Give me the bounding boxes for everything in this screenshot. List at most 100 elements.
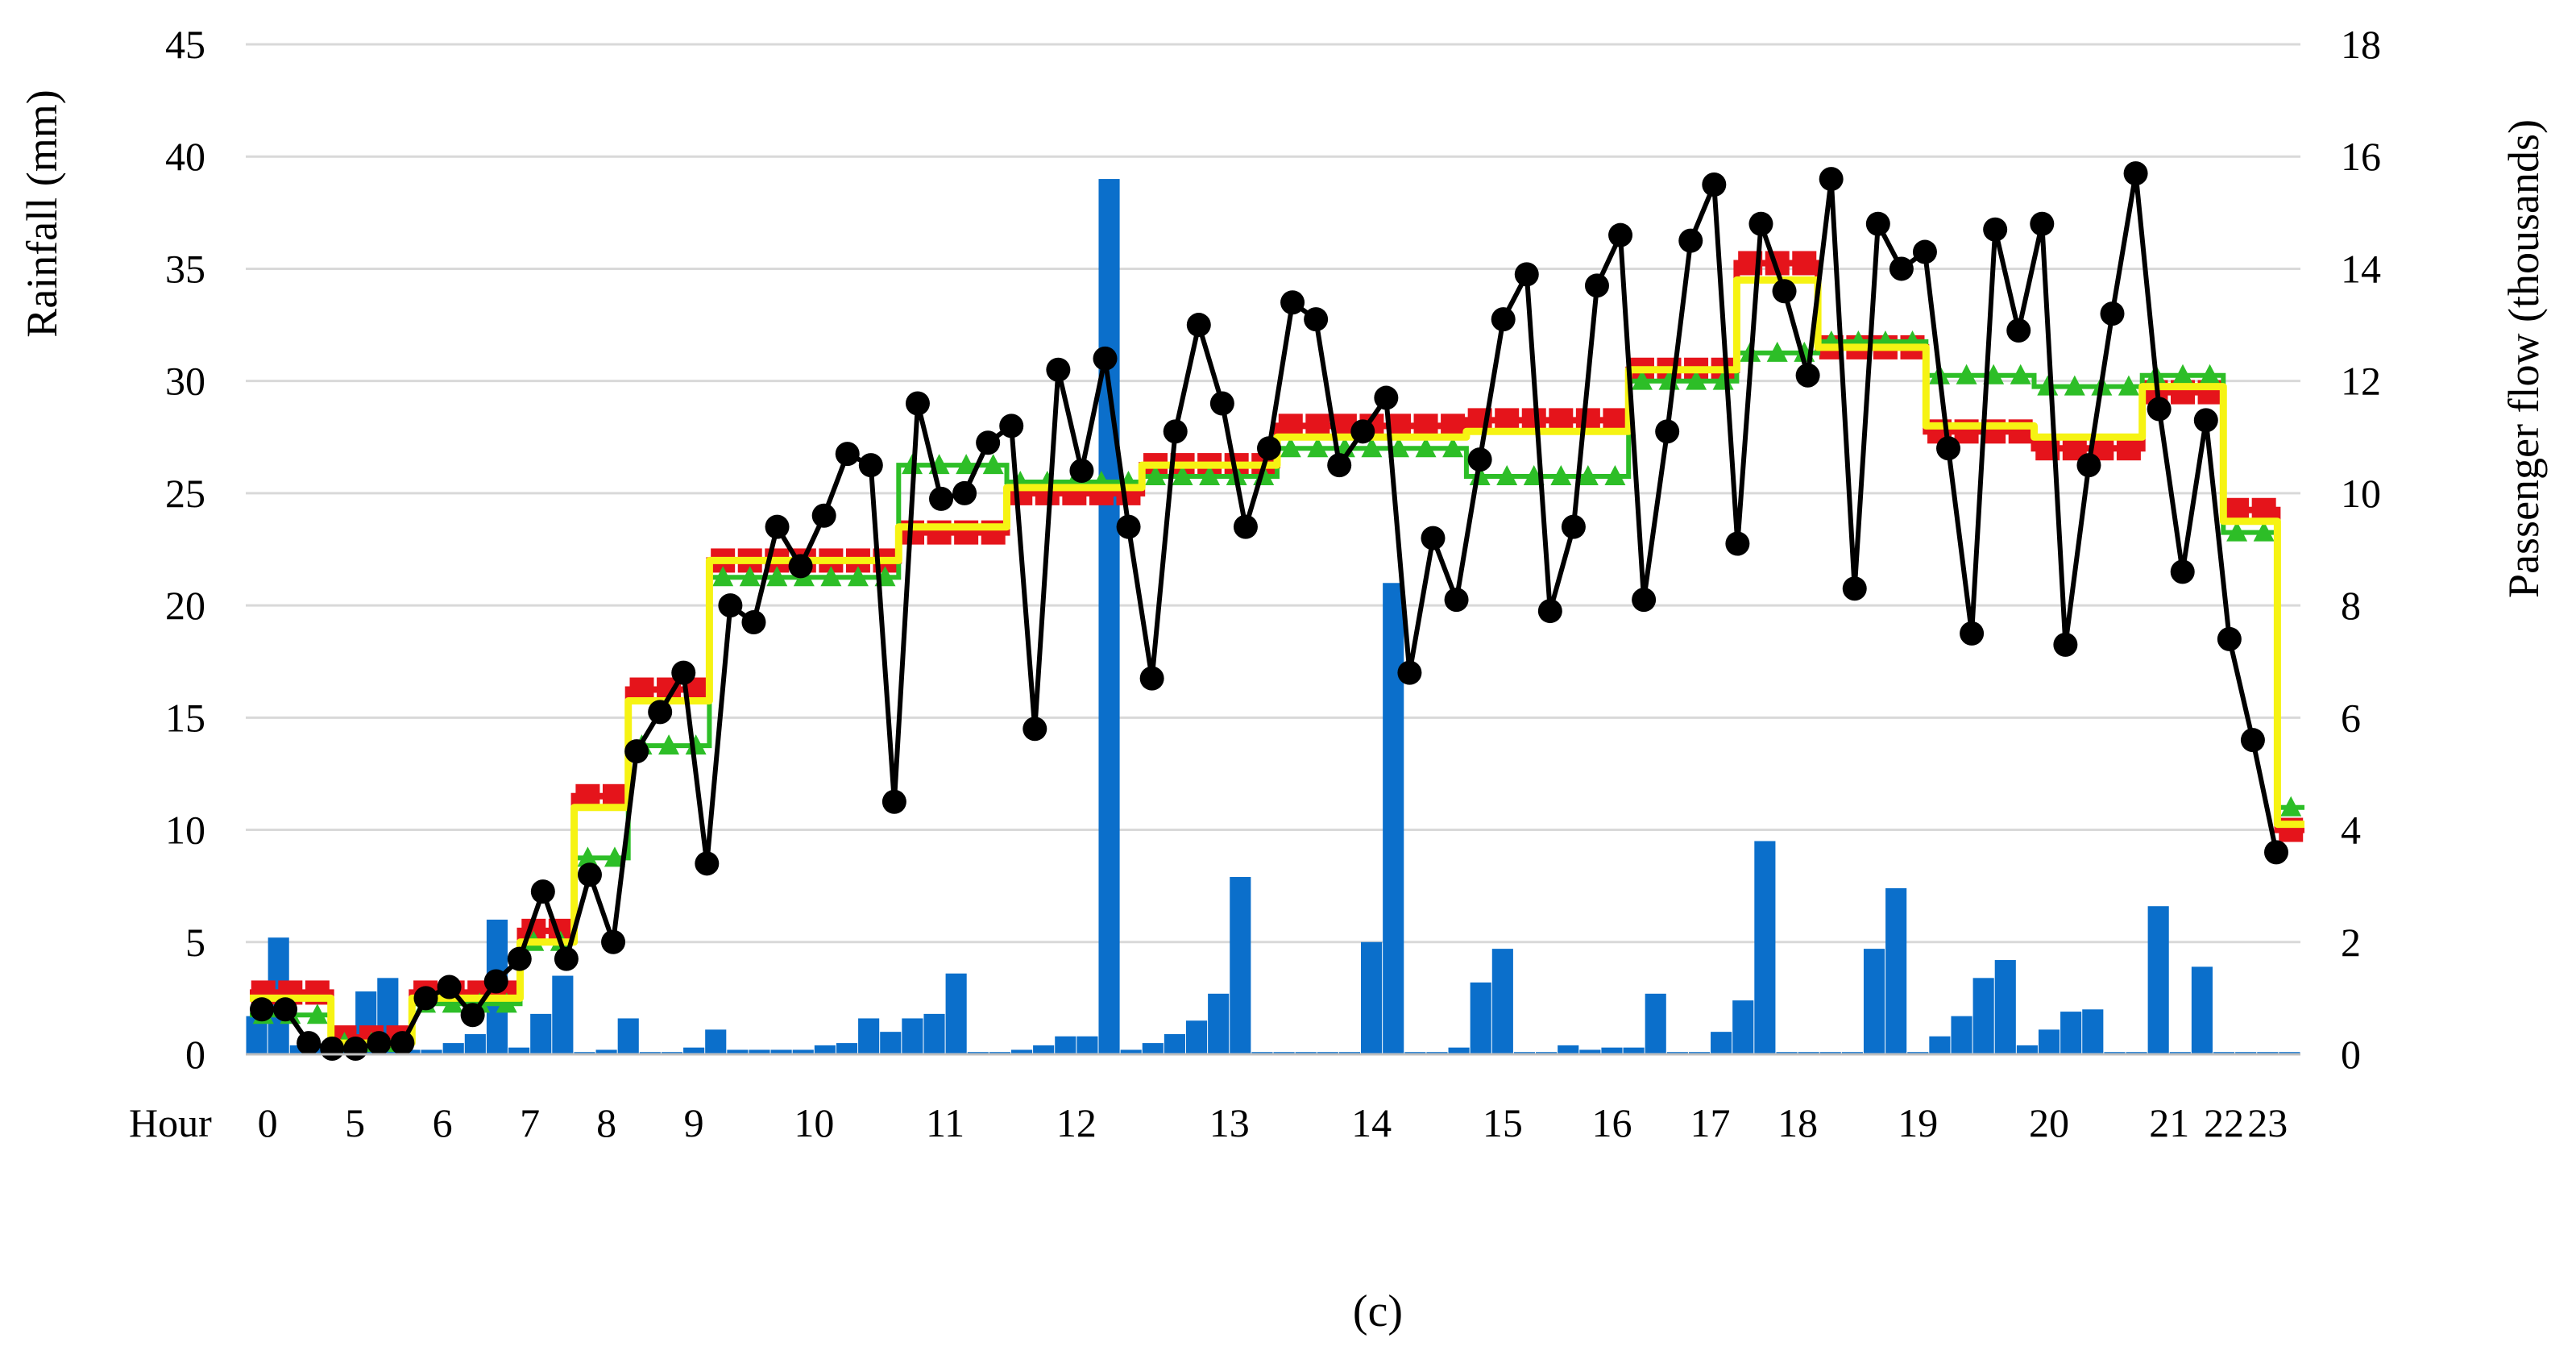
rainfall-bar — [1164, 1033, 1185, 1054]
rainfall-bar — [2082, 1009, 2104, 1054]
green-triangle-marker — [847, 566, 869, 587]
rainfall-bar — [1361, 941, 1383, 1054]
rainfall-bar — [1885, 887, 1907, 1054]
observed-point — [554, 946, 579, 971]
observed-point — [1069, 459, 1094, 484]
hour-tick-label: 16 — [1591, 1100, 1632, 1145]
y-ticks-right: 0 2 4 6 8 10 12 14 16 18 — [2341, 22, 2381, 1077]
observed-point — [343, 1037, 368, 1062]
observed-point — [1748, 211, 1773, 236]
rainfall-bar — [1645, 993, 1666, 1054]
y2-tick-label: 4 — [2341, 808, 2361, 853]
observed-point — [413, 986, 438, 1011]
hour-tick-label: 12 — [1056, 1100, 1097, 1145]
observed-point — [1912, 239, 1937, 264]
observed-point — [858, 453, 883, 478]
rainfall-bar — [2060, 1012, 2082, 1054]
green-triangle-marker — [2172, 364, 2194, 384]
y-ticks-left: 0 5 10 15 20 25 30 35 40 45 — [165, 22, 205, 1077]
rainfall-bar — [1558, 1045, 1579, 1054]
green-triangle-marker — [1442, 437, 1464, 458]
green-triangle-marker — [766, 566, 788, 587]
y2-tick-label: 16 — [2341, 134, 2381, 179]
y2-tick-label: 2 — [2341, 920, 2361, 965]
rainfall-bar — [1383, 583, 1404, 1054]
y-tick-label: 15 — [165, 695, 205, 740]
observed-point — [2006, 318, 2031, 343]
observed-point — [2053, 632, 2078, 657]
green-triangle-marker — [306, 1004, 328, 1024]
rainfall-bar — [1491, 949, 1513, 1054]
observed-point — [741, 609, 766, 634]
rainfall-bar — [858, 1018, 880, 1054]
observed-point — [1889, 256, 1914, 281]
green-triangle-marker — [604, 846, 625, 867]
observed-point — [1444, 588, 1469, 613]
rainfall-bar — [2147, 906, 2169, 1054]
rainfall-bar — [1711, 1032, 1732, 1054]
green-triangle-marker — [1956, 364, 1977, 384]
observed-point — [367, 1031, 392, 1056]
observed-point — [1842, 576, 1867, 601]
hour-tick-label: 10 — [794, 1100, 834, 1145]
observed-point — [2100, 301, 2125, 326]
rainfall-bar — [1033, 1045, 1055, 1054]
observed-point — [1327, 453, 1352, 478]
observed-point — [1023, 717, 1047, 742]
green-triangle-marker — [1496, 465, 1518, 486]
observed-point — [788, 554, 813, 579]
y2-tick-label: 0 — [2341, 1032, 2361, 1077]
y2-tick-label: 10 — [2341, 471, 2381, 516]
rainfall-bar — [1972, 978, 1994, 1054]
rainfall-bar — [2038, 1029, 2060, 1054]
green-triangle-marker — [1361, 437, 1383, 458]
rainfall-bar — [2016, 1045, 2038, 1054]
y2-tick-label: 6 — [2341, 695, 2361, 740]
green-triangle-marker — [2010, 364, 2031, 384]
hour-tick-label: 8 — [596, 1100, 616, 1145]
observed-point — [1725, 531, 1750, 556]
observed-point — [2193, 408, 2218, 433]
rainfall-bar — [1623, 1047, 1645, 1054]
observed-point — [2076, 453, 2101, 478]
rainfall-bar — [1754, 841, 1776, 1054]
observed-point — [1865, 211, 1890, 236]
observed-point — [2170, 559, 2195, 584]
rainfall-bar — [749, 1049, 770, 1054]
y-tick-label: 40 — [165, 134, 205, 179]
green-triangle-marker — [820, 566, 842, 587]
rainfall-bar — [508, 1047, 530, 1054]
x-axis-title: Hour — [129, 1100, 212, 1145]
green-triangle-marker — [1307, 437, 1329, 458]
green-triangle-marker — [712, 566, 734, 587]
y-tick-label: 25 — [165, 471, 205, 516]
observed-point — [1467, 447, 1492, 472]
y2-tick-label: 14 — [2341, 246, 2381, 291]
green-triangle-marker — [496, 992, 517, 1013]
green-triangle-marker — [1145, 465, 1167, 486]
observed-point — [507, 946, 532, 971]
green-triangle-marker — [2064, 375, 2085, 396]
observed-point — [1678, 228, 1703, 253]
green-triangle-marker — [577, 846, 599, 867]
observed-point — [1046, 357, 1071, 382]
y-tick-label: 45 — [165, 22, 205, 67]
rainfall-bar — [595, 1049, 617, 1054]
observed-point — [1116, 514, 1141, 539]
observed-point — [1983, 217, 2008, 242]
rainfall-bar — [814, 1045, 836, 1054]
red-square-marker — [1792, 251, 1817, 276]
rainfall-bar — [2191, 966, 2213, 1054]
rainfall-bar — [1076, 1036, 1098, 1054]
observed-point — [1421, 526, 1446, 551]
hour-tick-label: 9 — [684, 1100, 704, 1145]
observed-point — [1936, 436, 1961, 461]
rainfall-bar — [792, 1049, 814, 1054]
green-triangle-marker — [1631, 369, 1653, 390]
hour-tick-label: 5 — [345, 1100, 365, 1145]
observed-point — [577, 862, 602, 887]
observed-point — [1186, 313, 1211, 338]
observed-point — [1702, 172, 1727, 197]
observed-point — [2147, 397, 2172, 422]
